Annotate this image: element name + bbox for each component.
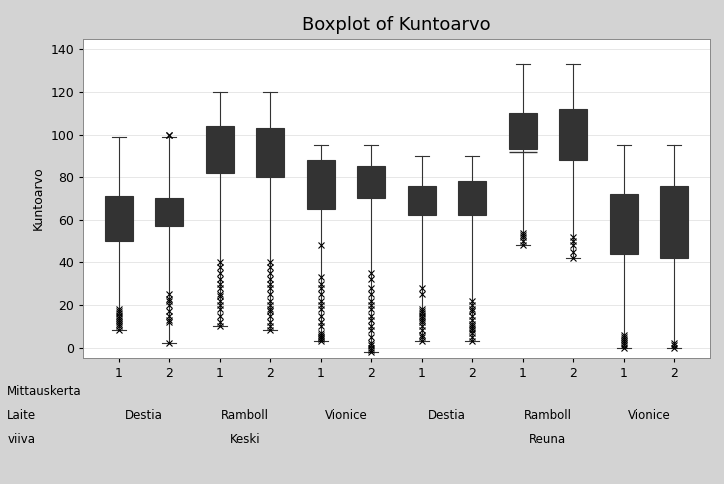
- Text: Ramboll: Ramboll: [221, 409, 269, 422]
- Text: viiva: viiva: [7, 433, 35, 446]
- Title: Boxplot of Kuntoarvo: Boxplot of Kuntoarvo: [302, 16, 491, 34]
- PathPatch shape: [307, 160, 334, 209]
- PathPatch shape: [458, 182, 486, 215]
- Text: Laite: Laite: [7, 409, 36, 422]
- Text: Ramboll: Ramboll: [524, 409, 572, 422]
- PathPatch shape: [408, 186, 436, 215]
- PathPatch shape: [206, 126, 234, 173]
- PathPatch shape: [660, 186, 688, 258]
- Text: Mittauskerta: Mittauskerta: [7, 385, 82, 398]
- Text: Reuna: Reuna: [529, 433, 566, 446]
- PathPatch shape: [610, 194, 638, 254]
- Text: Keski: Keski: [230, 433, 260, 446]
- Text: Destia: Destia: [428, 409, 466, 422]
- PathPatch shape: [105, 197, 132, 241]
- PathPatch shape: [256, 128, 284, 177]
- Text: Destia: Destia: [125, 409, 163, 422]
- Y-axis label: Kuntoarvo: Kuntoarvo: [32, 166, 45, 230]
- PathPatch shape: [155, 198, 183, 226]
- PathPatch shape: [559, 109, 587, 160]
- PathPatch shape: [357, 166, 385, 198]
- PathPatch shape: [509, 113, 536, 150]
- Text: Vionice: Vionice: [324, 409, 367, 422]
- Text: Vionice: Vionice: [628, 409, 670, 422]
